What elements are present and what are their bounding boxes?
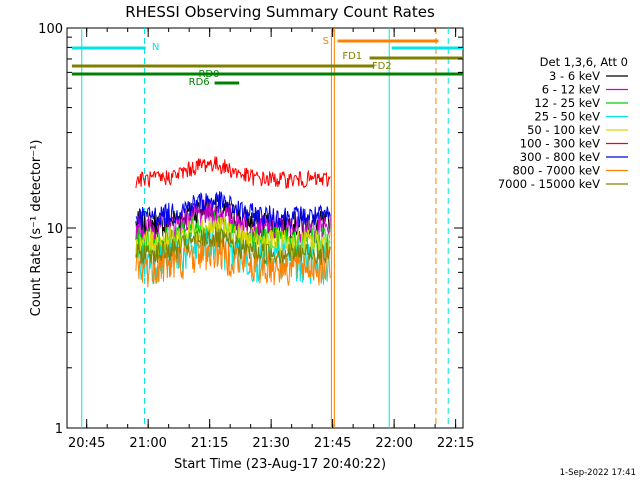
legend-title: Det 1,3,6, Att 0 bbox=[540, 55, 628, 69]
x-tick-label-3: 21:30 bbox=[252, 436, 289, 451]
x-tick-label-2: 21:15 bbox=[191, 436, 228, 451]
legend-label-0: 3 - 6 keV bbox=[549, 69, 600, 83]
x-tick-label-0: 20:45 bbox=[68, 436, 105, 451]
legend-label-3: 25 - 50 keV bbox=[534, 110, 600, 124]
legend-label-4: 50 - 100 keV bbox=[527, 123, 600, 137]
footer-date: 1-Sep-2022 17:41 bbox=[560, 468, 636, 478]
flag-label-rd0: RD0 bbox=[198, 69, 219, 80]
x-tick-labels: 20:45 21:00 21:15 21:30 21:45 22:00 22:15 bbox=[68, 436, 474, 451]
x-axis-label: Start Time (23-Aug-17 20:40:22) bbox=[174, 457, 386, 472]
y-tick-label-1: 10 bbox=[46, 222, 63, 237]
y-tick-labels: 1 10 100 bbox=[38, 22, 63, 437]
legend-label-5: 100 - 300 keV bbox=[520, 137, 600, 151]
series-lines bbox=[135, 156, 331, 288]
y-tick-label-0: 1 bbox=[55, 422, 63, 437]
legend-label-2: 12 - 25 keV bbox=[534, 96, 600, 110]
plot-frame bbox=[66, 27, 464, 429]
x-tick-label-5: 22:00 bbox=[375, 436, 412, 451]
series-line-6 bbox=[135, 191, 331, 230]
legend-label-6: 300 - 800 keV bbox=[520, 150, 600, 164]
chart-title: RHESSI Observing Summary Count Rates bbox=[125, 3, 435, 21]
y-tick-label-2: 100 bbox=[38, 22, 63, 37]
flag-label-fd2: FD2 bbox=[372, 61, 392, 72]
flag-label-fd1: FD1 bbox=[342, 51, 362, 62]
x-tick-label-1: 21:00 bbox=[129, 436, 166, 451]
x-tick-label-6: 22:15 bbox=[437, 436, 474, 451]
axis-ticks bbox=[67, 27, 463, 429]
x-tick-label-4: 21:45 bbox=[314, 436, 351, 451]
series-line-5 bbox=[135, 156, 331, 189]
series-line-7 bbox=[135, 232, 331, 288]
legend-label-7: 800 - 7000 keV bbox=[512, 164, 600, 178]
y-axis-label: Count Rate (s⁻¹ detector⁻¹) bbox=[29, 140, 44, 317]
legend-label-8: 7000 - 15000 keV bbox=[498, 177, 600, 191]
flag-label-s: S bbox=[323, 36, 329, 47]
legend-label-1: 6 - 12 keV bbox=[542, 83, 600, 97]
flag-label-n: N bbox=[152, 42, 159, 53]
series-line-8 bbox=[135, 227, 331, 265]
flag-label-rd6: RD6 bbox=[189, 77, 210, 88]
